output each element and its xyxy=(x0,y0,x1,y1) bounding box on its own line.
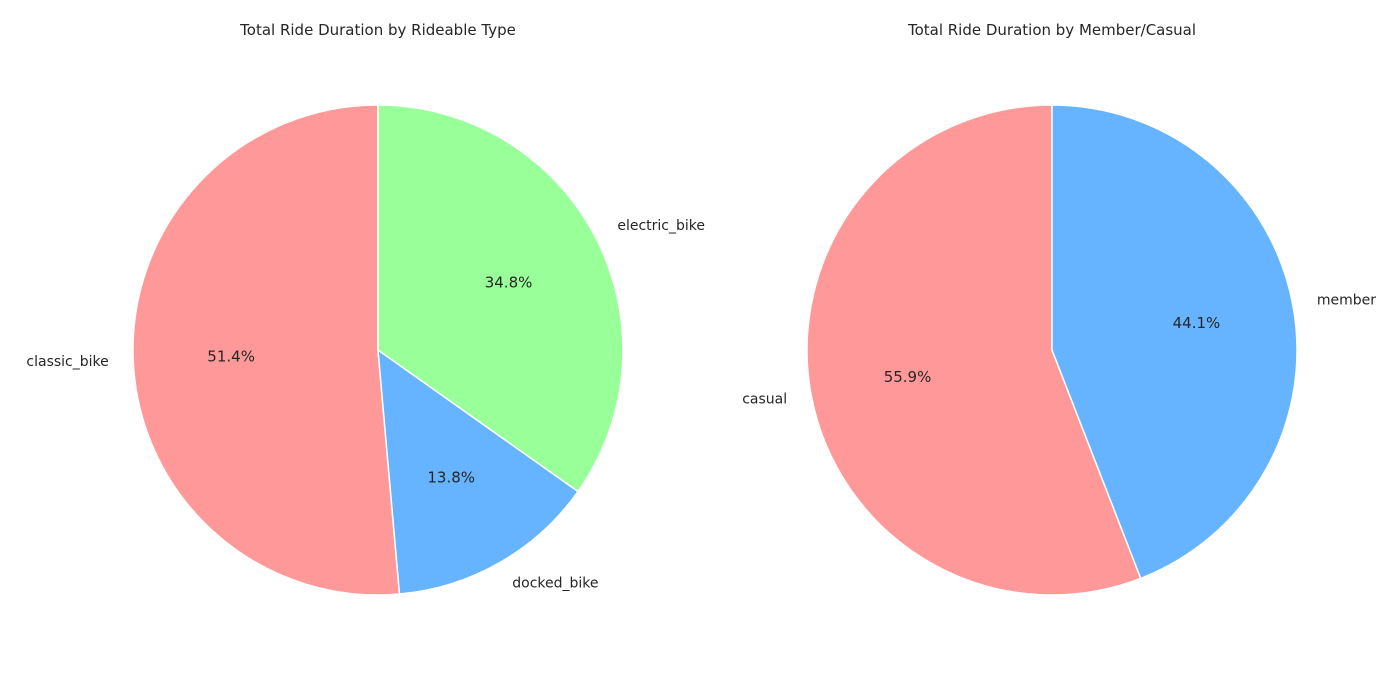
pie-slice-member xyxy=(1051,104,1298,580)
slice-label-docked-bike: docked_bike xyxy=(512,576,598,592)
pct-label-docked-bike: 13.8% xyxy=(427,468,475,486)
slice-label-classic-bike: classic_bike xyxy=(26,354,108,370)
pct-label-casual: 55.9% xyxy=(884,368,932,386)
pie-labels-rideable-type: classic_bike 51.4% docked_bike 13.8% electri… xyxy=(26,218,705,592)
pie-slice-classic-bike xyxy=(132,104,401,596)
pie-slices-member-casual xyxy=(806,104,1298,596)
slice-label-member: member xyxy=(1317,292,1376,308)
pct-label-classic-bike: 51.4% xyxy=(207,347,255,365)
pie-slices-rideable-type xyxy=(132,104,624,596)
pie-slice-docked-bike xyxy=(377,348,580,595)
pie-slice-electric-bike xyxy=(377,104,624,493)
member-casual-pie-chart: Total Ride Duration by Member/Casual cas… xyxy=(742,21,1376,596)
chart-title-member-casual: Total Ride Duration by Member/Casual xyxy=(907,21,1196,39)
pie-labels-member-casual: casual 55.9% member 44.1% xyxy=(742,292,1376,407)
rideable-type-pie-chart: Total Ride Duration by Rideable Type cla… xyxy=(26,21,705,596)
slice-label-electric-bike: electric_bike xyxy=(617,218,705,234)
slice-label-casual: casual xyxy=(742,392,787,408)
pct-label-member: 44.1% xyxy=(1173,314,1221,332)
chart-title-rideable-type: Total Ride Duration by Rideable Type xyxy=(239,21,516,39)
pct-label-electric-bike: 34.8% xyxy=(485,273,533,291)
pie-slice-casual xyxy=(806,104,1142,596)
